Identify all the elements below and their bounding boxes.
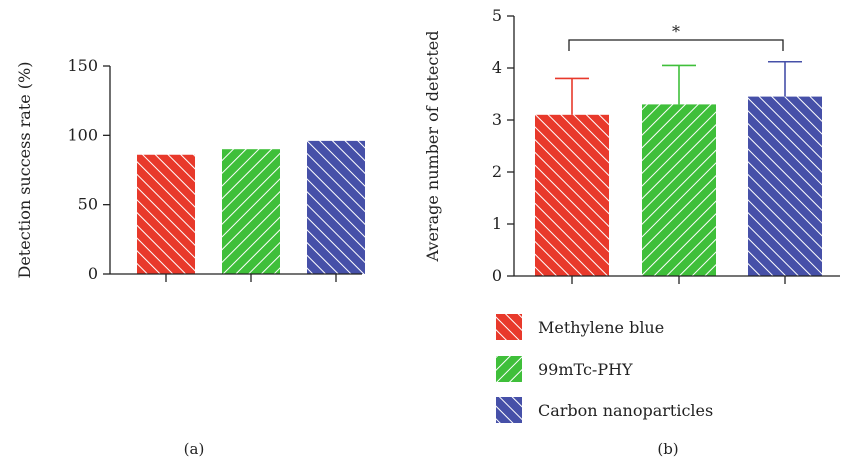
- b-y-tick-label: 3: [492, 110, 502, 129]
- panel-a-label: (a): [184, 440, 205, 458]
- panel-b-y-axis-title: Average number of detected: [423, 31, 442, 263]
- b-bar-99mtc-phy: [642, 104, 716, 276]
- a-y-tick-label: 150: [67, 56, 98, 75]
- b-bar-carbon-nanoparticles: [748, 97, 822, 276]
- panel-a: 0 50 100 150 Detection success rate (%) (a): [15, 56, 365, 458]
- a-y-tick-label: 0: [88, 264, 98, 283]
- significance-bracket-line: [569, 40, 783, 51]
- a-y-tick-label: 100: [67, 125, 98, 144]
- a-bar-carbon-nanoparticles: [307, 141, 365, 274]
- significance-bracket: *: [569, 22, 783, 51]
- b-y-tick-label: 2: [492, 162, 502, 181]
- panel-a-bars: [137, 141, 365, 274]
- legend-swatch-carbon-nanoparticles: [496, 397, 522, 423]
- b-y-tick-label: 0: [492, 266, 502, 285]
- legend-label-99mtc-phy: 99mTc-PHY: [538, 360, 633, 379]
- a-bar-99mtc-phy: [222, 149, 280, 274]
- panel-b-x-ticks: [572, 276, 785, 284]
- panel-b-label: (b): [657, 440, 678, 458]
- panel-b: 0 1 2 3 4 5 * Average number of detected (b): [423, 6, 840, 458]
- b-bar-methylene-blue: [535, 115, 609, 276]
- legend-swatch-methylene-blue: [496, 314, 522, 340]
- legend-label-carbon-nanoparticles: Carbon nanoparticles: [538, 401, 713, 420]
- panel-b-y-ticks: 0 1 2 3 4 5: [492, 6, 514, 285]
- panel-a-y-ticks: 0 50 100 150: [67, 56, 110, 283]
- panel-a-x-ticks: [166, 274, 336, 282]
- b-y-tick-label: 5: [492, 6, 502, 25]
- significance-marker: *: [672, 22, 680, 41]
- a-bar-methylene-blue: [137, 155, 195, 274]
- a-y-tick-label: 50: [78, 195, 98, 214]
- b-y-tick-label: 1: [492, 214, 502, 233]
- legend: Methylene blue 99mTc-PHY Carbon nanopart…: [496, 314, 713, 423]
- b-y-tick-label: 4: [492, 58, 502, 77]
- legend-swatch-99mtc-phy: [496, 356, 522, 382]
- panel-a-y-axis-title: Detection success rate (%): [15, 62, 34, 279]
- panel-b-bars: [535, 97, 822, 276]
- legend-label-methylene-blue: Methylene blue: [538, 318, 664, 337]
